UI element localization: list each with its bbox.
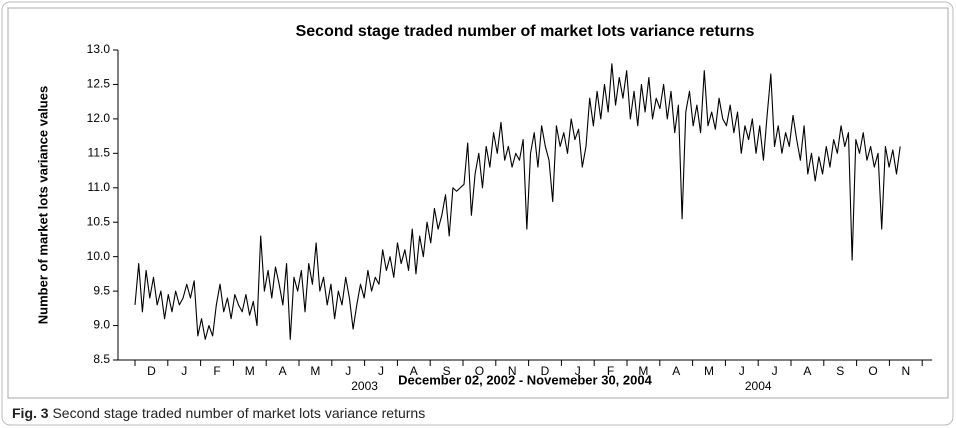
y-tick-label: 10.5 — [87, 214, 111, 228]
x-tick-label: F — [213, 364, 220, 378]
x-tick-label: M — [245, 364, 255, 378]
year-label: 2004 — [745, 379, 772, 393]
caption-text: Second stage traded number of market lot… — [52, 405, 425, 421]
caption-label: Fig. 3 — [12, 405, 49, 421]
x-tick-label: S — [836, 364, 844, 378]
y-tick-label: 13.0 — [87, 42, 111, 56]
x-tick-label: J — [181, 364, 187, 378]
x-tick-label: A — [803, 364, 811, 378]
y-tick-label: 9.5 — [93, 283, 110, 297]
x-tick-label: M — [638, 364, 648, 378]
x-tick-label: M — [704, 364, 714, 378]
x-tick-label: J — [739, 364, 745, 378]
chart-title: Second stage traded number of market lot… — [296, 23, 755, 40]
data-line — [134, 63, 901, 340]
x-tick-label: A — [672, 364, 680, 378]
y-tick-label: 10.0 — [87, 249, 111, 263]
caption: Fig. 3 Second stage traded number of mar… — [12, 405, 425, 421]
y-tick-label: 8.5 — [93, 352, 110, 366]
chart-frame — [7, 7, 949, 399]
x-tick-label: N — [508, 364, 517, 378]
x-tick-label: A — [279, 364, 287, 378]
x-tick-label: O — [868, 364, 877, 378]
x-tick-label: M — [310, 364, 320, 378]
y-tick-label: 9.0 — [93, 318, 110, 332]
x-tick-label: D — [541, 364, 550, 378]
x-axis-label: December 02, 2002 - Novemeber 30, 2004 — [398, 372, 652, 387]
x-tick-label: J — [772, 364, 778, 378]
x-tick-label: D — [147, 364, 156, 378]
y-axis-label: Number of market lots variance values — [35, 86, 50, 324]
y-tick-label: 12.5 — [87, 77, 111, 91]
x-tick-label: S — [443, 364, 451, 378]
year-label: 2003 — [351, 379, 378, 393]
x-tick-label: O — [475, 364, 484, 378]
x-tick-label: J — [378, 364, 384, 378]
y-tick-label: 11.0 — [88, 180, 111, 194]
x-tick-label: J — [575, 364, 581, 378]
y-tick-label: 12.0 — [87, 111, 111, 125]
x-tick-label: N — [901, 364, 910, 378]
y-tick-label: 11.5 — [88, 146, 111, 160]
x-tick-label: J — [345, 364, 351, 378]
x-tick-label: F — [607, 364, 614, 378]
x-tick-label: A — [410, 364, 418, 378]
